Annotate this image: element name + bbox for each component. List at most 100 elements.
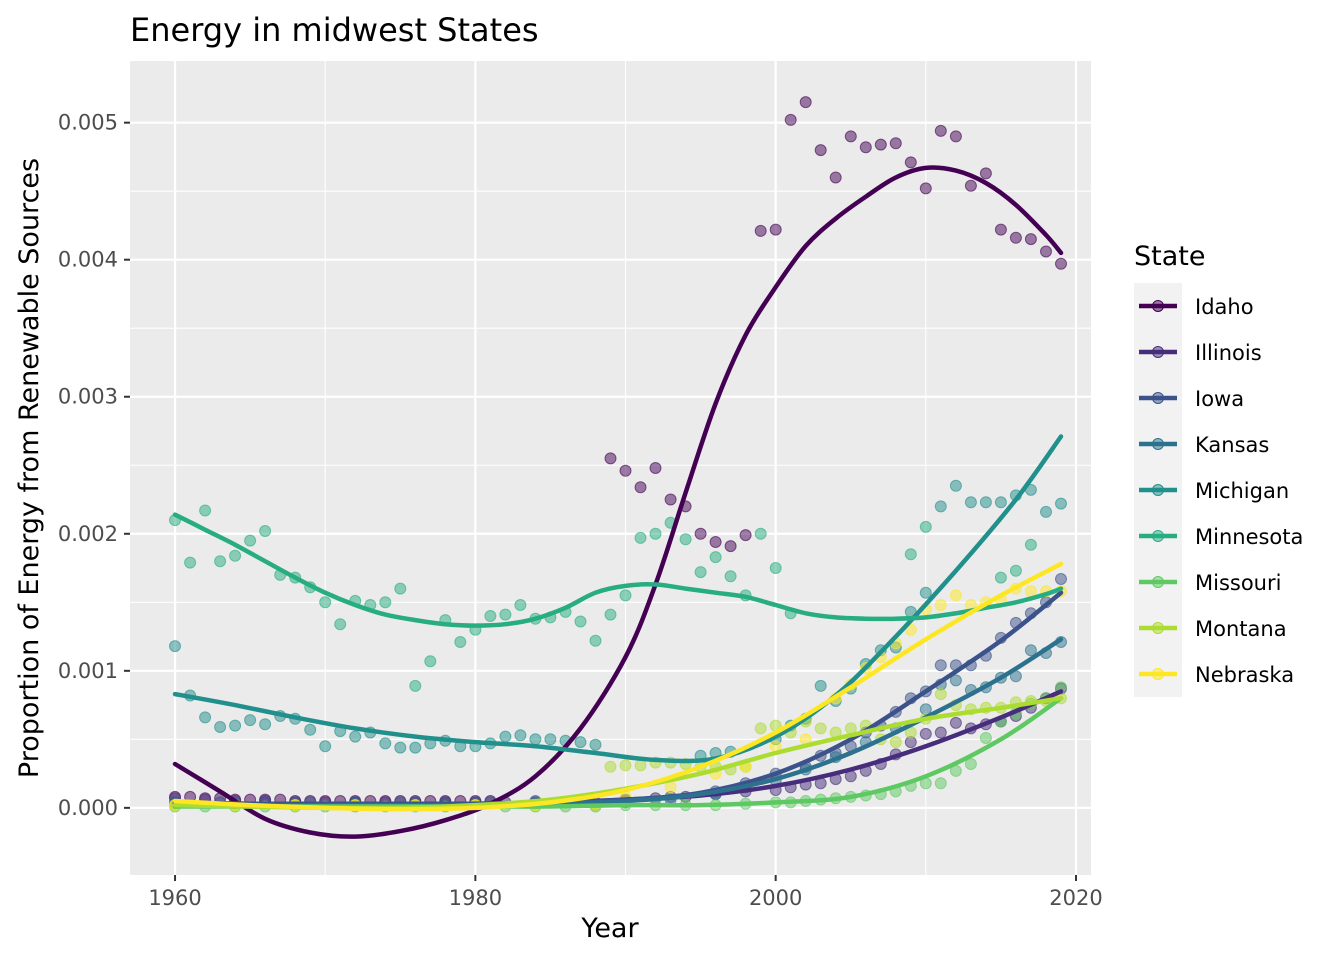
point-idaho: [1055, 257, 1067, 270]
point-michigan: [244, 714, 257, 727]
y-axis-title: Proportion of Energy from Renewable Sour…: [14, 158, 45, 778]
point-minnesota: [229, 549, 242, 562]
point-michigan: [379, 737, 392, 750]
point-iowa: [934, 659, 947, 672]
legend-label-montana: Montana: [1195, 617, 1287, 641]
point-michigan: [814, 679, 827, 692]
point-idaho: [964, 179, 977, 192]
point-idaho: [604, 452, 617, 465]
point-michigan: [574, 736, 587, 749]
point-idaho: [844, 130, 857, 143]
point-idaho: [859, 141, 872, 154]
point-montana: [934, 688, 947, 701]
point-minnesota: [514, 599, 527, 611]
legend-point-illinois: [1152, 346, 1164, 358]
legend-point-montana: [1152, 622, 1164, 634]
point-michigan: [319, 740, 332, 753]
point-illinois: [919, 727, 932, 740]
point-kansas: [949, 674, 962, 687]
point-montana: [754, 722, 767, 735]
point-illinois: [934, 726, 947, 739]
y-axis: 0.000 0.001 0.002 0.003 0.004 0.005: [58, 111, 130, 820]
legend-point-kansas: [1152, 438, 1164, 450]
point-michigan: [544, 733, 557, 746]
point-nebraska: [664, 781, 677, 794]
y-tick-label: 0.005: [58, 111, 118, 135]
point-minnesota: [499, 608, 512, 621]
x-tick-label: 2000: [749, 886, 802, 910]
point-idaho: [814, 144, 827, 157]
point-idaho: [694, 527, 707, 540]
point-nebraska: [949, 589, 962, 602]
x-tick-label: 1960: [148, 886, 201, 910]
point-minnesota: [619, 589, 632, 602]
point-michigan: [1055, 497, 1067, 510]
point-minnesota: [919, 520, 932, 533]
point-michigan: [499, 730, 512, 743]
smooth-lines: [172, 165, 1064, 839]
y-tick-label: 0.001: [58, 659, 118, 683]
point-idaho: [874, 138, 887, 151]
point-michigan: [394, 741, 407, 754]
smooth-line-minnesota: [172, 512, 1064, 628]
smooth-line-nebraska: [172, 561, 1064, 812]
y-tick-label: 0.003: [58, 385, 118, 409]
legend-label-minnesota: Minnesota: [1195, 525, 1303, 549]
legend-label-idaho: Idaho: [1195, 295, 1254, 319]
point-minnesota: [589, 634, 602, 647]
point-michigan: [589, 738, 602, 751]
y-tick-label: 0.002: [58, 522, 118, 546]
point-minnesota: [1024, 538, 1037, 551]
point-minnesota: [454, 636, 467, 648]
point-michigan: [214, 721, 227, 733]
point-kansas: [1024, 644, 1037, 657]
point-minnesota: [199, 504, 212, 517]
point-idaho: [739, 529, 752, 542]
point-michigan: [919, 586, 932, 599]
point-michigan: [229, 719, 242, 732]
legend-point-nebraska: [1152, 668, 1164, 680]
point-minnesota: [244, 534, 257, 547]
legend-point-iowa: [1152, 392, 1164, 404]
point-minnesota: [424, 655, 437, 668]
point-montana: [604, 760, 617, 773]
legend-point-idaho: [1152, 300, 1164, 312]
point-michigan: [304, 723, 317, 736]
point-idaho: [1024, 233, 1037, 246]
point-nebraska: [934, 599, 947, 611]
point-minnesota: [649, 527, 662, 540]
smooth-line-michigan: [172, 434, 1064, 764]
point-missouri: [979, 732, 992, 744]
point-minnesota: [769, 562, 782, 574]
point-minnesota: [634, 531, 647, 544]
point-michigan: [514, 729, 527, 742]
point-michigan: [529, 733, 542, 746]
point-minnesota: [319, 596, 332, 609]
point-idaho: [949, 130, 962, 143]
data-points: [169, 96, 1067, 813]
point-montana: [814, 722, 827, 735]
legend-point-minnesota: [1152, 530, 1164, 542]
point-idaho: [1009, 231, 1022, 244]
point-idaho: [619, 464, 632, 477]
point-minnesota: [724, 570, 737, 583]
point-minnesota: [394, 582, 407, 595]
point-minnesota: [679, 533, 692, 546]
point-missouri: [934, 777, 947, 790]
point-minnesota: [604, 608, 617, 621]
point-michigan: [199, 711, 212, 724]
point-minnesota: [754, 527, 767, 540]
smooth-line-idaho: [172, 165, 1064, 839]
point-minnesota: [334, 618, 347, 631]
point-michigan: [1040, 505, 1052, 518]
point-idaho: [889, 137, 902, 150]
point-minnesota: [409, 679, 422, 692]
point-idaho: [664, 493, 677, 506]
point-montana: [634, 759, 647, 772]
point-michigan: [994, 496, 1007, 509]
point-idaho: [994, 223, 1007, 236]
point-idaho: [919, 182, 932, 195]
point-michigan: [964, 496, 977, 509]
point-idaho: [829, 171, 842, 184]
point-idaho: [1040, 245, 1052, 258]
